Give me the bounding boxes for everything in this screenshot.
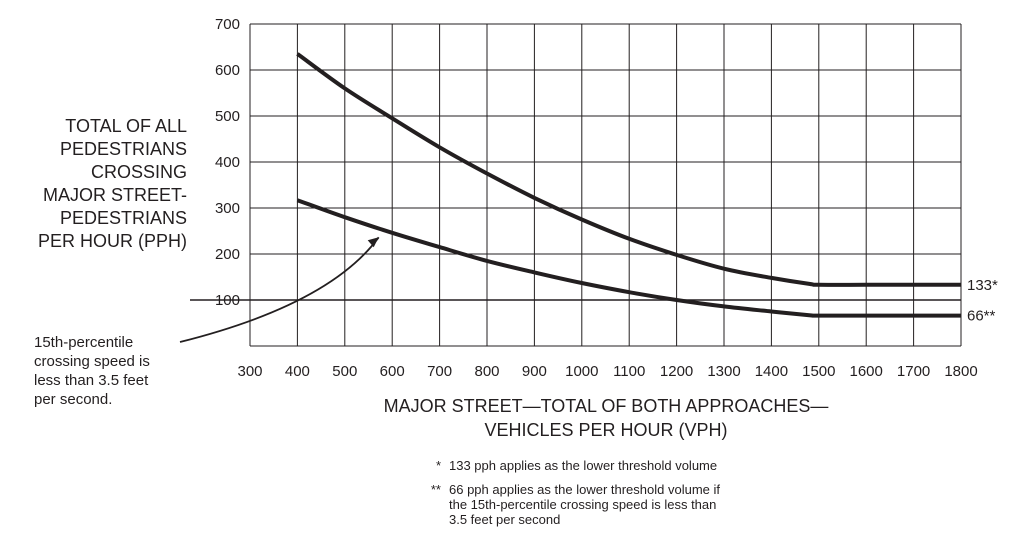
x-tick-label: 1200 xyxy=(660,363,693,380)
x-tick-label: 700 xyxy=(427,363,452,380)
annotation-line: crossing speed is xyxy=(34,353,150,370)
y-tick-label: 500 xyxy=(215,108,240,125)
x-tick-label: 800 xyxy=(474,363,499,380)
footnote-marker: * xyxy=(436,458,441,473)
annotation-line: 15th-percentile xyxy=(34,334,133,351)
series-line-2 xyxy=(296,198,961,318)
x-tick-label: 1100 xyxy=(613,363,645,380)
x-tick-label: 400 xyxy=(285,363,310,380)
annotation-line: per second. xyxy=(34,391,112,408)
x-axis-label-line: VEHICLES PER HOUR (VPH) xyxy=(484,420,727,440)
x-tick-label: 1700 xyxy=(897,363,930,380)
x-tick-label: 600 xyxy=(380,363,405,380)
footnote-marker: ** xyxy=(431,482,441,497)
y-axis-label-line: PEDESTRIANS xyxy=(60,208,187,228)
annotation-arrowhead xyxy=(367,237,379,248)
x-tick-label: 1000 xyxy=(565,363,598,380)
y-tick-label: 200 xyxy=(215,246,240,263)
x-tick-label: 1500 xyxy=(802,363,835,380)
footnote-line: 66 pph applies as the lower threshold vo… xyxy=(449,482,720,497)
series-end-label: 133* xyxy=(967,277,998,294)
series-group: 133* 66** xyxy=(296,52,998,325)
x-tick-label: 1800 xyxy=(944,363,977,380)
y-axis-label-line: MAJOR STREET- xyxy=(43,185,187,205)
y-axis-label-line: PER HOUR (PPH) xyxy=(38,231,187,251)
grid xyxy=(249,23,962,347)
footnote-line: the 15th-percentile crossing speed is le… xyxy=(449,497,716,512)
annotation: 15th-percentile crossing speed is less tha… xyxy=(34,236,380,408)
x-tick-label: 1300 xyxy=(707,363,740,380)
footnote-line: 3.5 feet per second xyxy=(449,512,560,527)
series-end-label: 66** xyxy=(967,308,996,325)
y-tick-label: 300 xyxy=(215,200,240,217)
footnote-line: 133 pph applies as the lower threshold v… xyxy=(449,458,717,473)
y-axis-label-line: PEDESTRIANS xyxy=(60,139,187,159)
x-tick-label: 1600 xyxy=(850,363,883,380)
footnotes: * 133 pph applies as the lower threshold … xyxy=(431,458,721,527)
x-tick-label: 1400 xyxy=(755,363,788,380)
annotation-line: less than 3.5 feet xyxy=(34,372,149,389)
x-tick-label: 500 xyxy=(332,363,357,380)
y-tick-label: 700 xyxy=(215,16,240,33)
y-axis-label-line: CROSSING xyxy=(91,162,187,182)
x-axis-label-line: MAJOR STREET—TOTAL OF BOTH APPROACHES— xyxy=(384,396,829,416)
series-line-1 xyxy=(296,52,961,287)
y-axis-label: TOTAL OF ALL PEDESTRIANS CROSSING MAJOR STR… xyxy=(38,116,187,251)
x-axis-label: MAJOR STREET—TOTAL OF BOTH APPROACHES— VE… xyxy=(384,396,829,440)
x-tick-label: 300 xyxy=(237,363,262,380)
annotation-arrow xyxy=(179,236,380,343)
tick-labels: 300 400 500 600 700 800 900 1000 1100 1200 1300 140… xyxy=(215,16,978,380)
x-tick-label: 900 xyxy=(522,363,547,380)
y-tick-label: 100 xyxy=(215,292,240,309)
y-tick-label: 600 xyxy=(215,62,240,79)
y-axis-label-line: TOTAL OF ALL xyxy=(65,116,187,136)
y-tick-label: 400 xyxy=(215,154,240,171)
